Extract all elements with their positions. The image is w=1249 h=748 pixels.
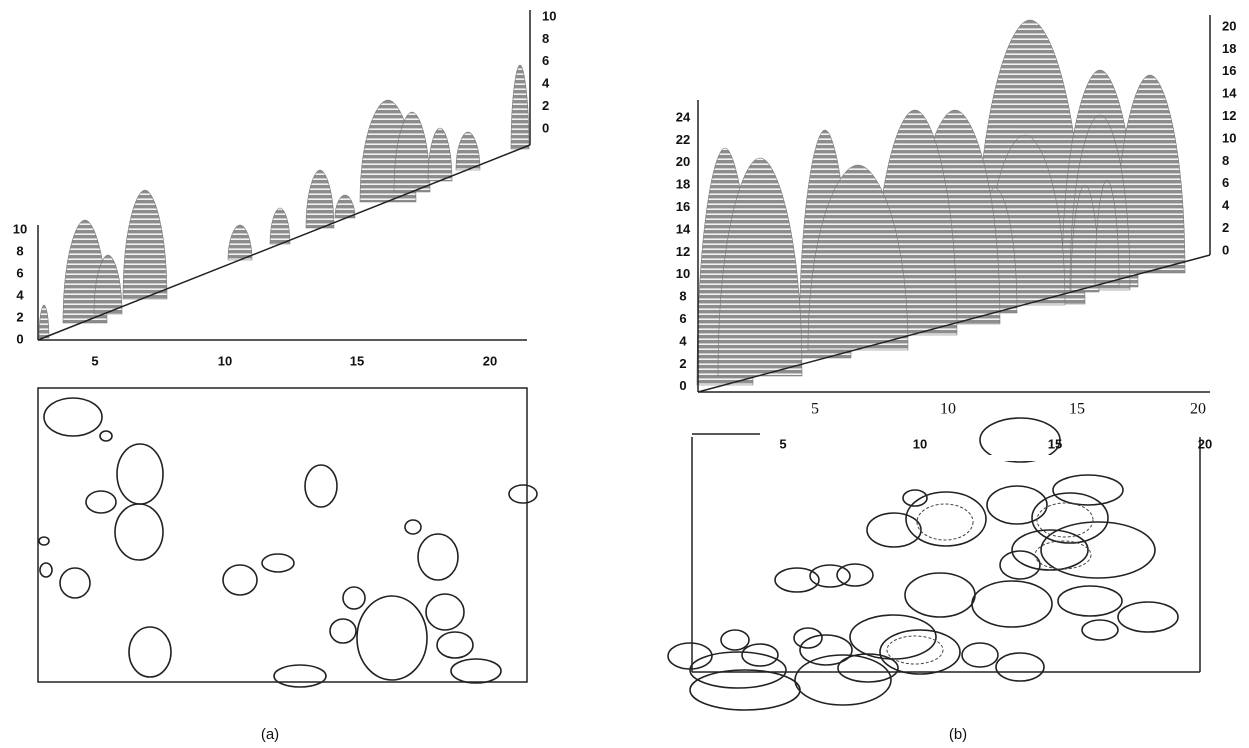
axis-label: 15	[350, 353, 364, 368]
axis-label: 20	[676, 154, 690, 169]
axis-label: 0	[1222, 242, 1229, 257]
axis-label: 12	[676, 244, 690, 259]
axis-label: 16	[676, 199, 690, 214]
axis-label: 5	[811, 401, 819, 418]
axis-label: 5	[779, 436, 786, 451]
axis-label: 8	[679, 289, 686, 304]
axis-label: 10	[542, 8, 556, 23]
caption: (b)	[949, 726, 967, 743]
plot-frame	[38, 388, 527, 682]
axis-label: 20	[1190, 401, 1206, 418]
axis-label: 22	[676, 132, 690, 147]
axis-label: 18	[676, 177, 690, 192]
axis-label: 6	[542, 53, 549, 68]
axis-label: 10	[218, 353, 232, 368]
tree	[511, 65, 529, 149]
crown-outlines	[39, 398, 537, 687]
axis	[38, 145, 530, 340]
tree	[123, 190, 167, 299]
axis-label: 10	[676, 266, 690, 281]
axis-label: 8	[16, 243, 23, 258]
tree	[456, 132, 480, 170]
axis-label: 6	[1222, 175, 1229, 190]
axis-label: 10	[13, 221, 27, 236]
axis-label: 0	[542, 120, 549, 135]
tree	[428, 128, 452, 181]
figure: 108642010864205101520(a)2422201816141210…	[0, 0, 1249, 748]
axis-label: 18	[1222, 41, 1236, 56]
axis-label: 2	[542, 98, 549, 113]
tree	[306, 170, 334, 228]
axis-label: 10	[1222, 130, 1236, 145]
axis-label: 2	[16, 309, 23, 324]
axis-label: 10	[940, 401, 956, 418]
axis-label: 4	[679, 333, 687, 348]
axis-label: 15	[1048, 436, 1062, 451]
axis-label: 6	[679, 311, 686, 326]
axis-label: 4	[16, 287, 24, 302]
axis-label: 15	[1069, 401, 1085, 418]
axis-label: 0	[679, 378, 686, 393]
axis-label: 24	[676, 109, 691, 124]
axis-label: 4	[1222, 198, 1230, 213]
axis-label: 20	[1222, 18, 1236, 33]
axis-label: 0	[16, 331, 23, 346]
tree	[39, 305, 49, 338]
caption: (a)	[261, 726, 279, 743]
axis-label: 20	[1198, 436, 1212, 451]
tree	[335, 195, 355, 218]
axis-label: 6	[16, 265, 23, 280]
axis-label: 14	[1222, 86, 1237, 101]
axis-label: 4	[542, 76, 550, 91]
axis-label: 2	[1222, 220, 1229, 235]
tree	[228, 225, 252, 260]
axis-label: 10	[913, 436, 927, 451]
tree-layer	[39, 20, 1185, 385]
axis-label: 2	[679, 356, 686, 371]
tree	[270, 208, 290, 244]
axis-label: 8	[1222, 153, 1229, 168]
axis-label: 20	[483, 353, 497, 368]
axis-label: 14	[676, 221, 691, 236]
crown-outlines	[668, 418, 1178, 710]
axis-label: 16	[1222, 63, 1236, 78]
axis-label: 12	[1222, 108, 1236, 123]
axis-label: 5	[91, 353, 98, 368]
axis-label: 8	[542, 31, 549, 46]
